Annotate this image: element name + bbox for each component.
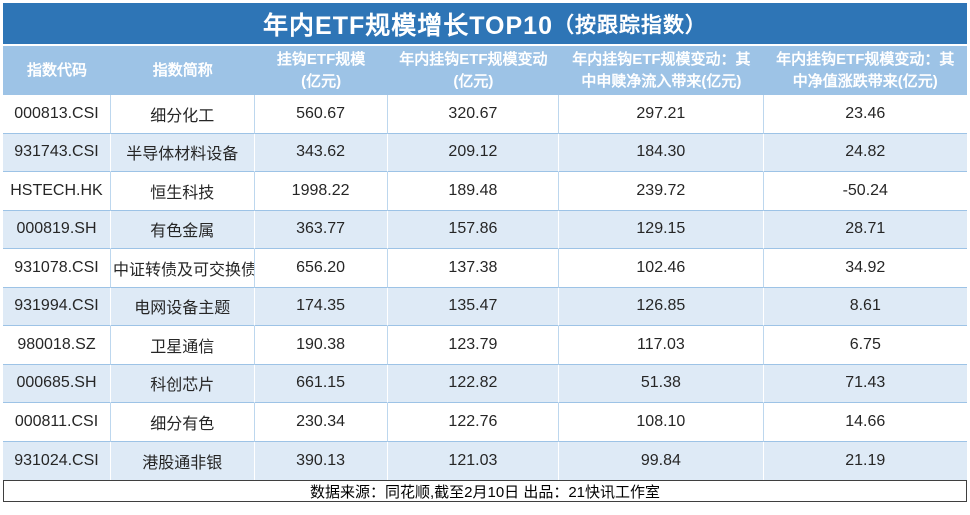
header-scale-change: 年内挂钩ETF规模变动 (亿元) [387, 46, 560, 95]
cell-etf-scale: 656.20 [254, 249, 388, 288]
cell-net-subscription: 126.85 [559, 287, 764, 326]
cell-scale-change: 122.76 [387, 403, 560, 442]
page-title: 年内ETF规模增长TOP10 [263, 11, 553, 40]
cell-net-subscription: 51.38 [559, 364, 764, 403]
cell-nav-change: 71.43 [763, 365, 967, 403]
table-row: 000685.SH 科创芯片 661.15 122.82 51.38 71.43 [3, 364, 967, 403]
cell-index-name: 卫星通信 [110, 326, 255, 365]
cell-nav-change: 6.75 [763, 326, 967, 365]
cell-net-subscription: 99.84 [559, 441, 764, 480]
cell-etf-scale: 174.35 [254, 287, 388, 326]
cell-net-subscription: 129.15 [559, 210, 764, 249]
header-index-code: 指数代码 [3, 46, 111, 95]
table-body: 000813.CSI 细分化工 560.67 320.67 297.21 23.… [3, 95, 967, 480]
cell-nav-change: 28.71 [763, 211, 967, 249]
cell-nav-change: 34.92 [763, 249, 967, 288]
cell-scale-change: 122.82 [387, 364, 560, 403]
cell-index-code: 931743.CSI [3, 133, 111, 172]
etf-growth-table-card: 年内ETF规模增长TOP10 （按跟踪指数） 指数代码 指数简称 挂钩ETF规模 … [3, 3, 967, 502]
cell-scale-change: 189.48 [387, 172, 560, 211]
cell-nav-change: 24.82 [763, 134, 967, 172]
cell-index-name: 恒生科技 [110, 172, 255, 211]
cell-etf-scale: 661.15 [254, 364, 388, 403]
cell-index-code: HSTECH.HK [3, 172, 111, 211]
table-row: 000811.CSI 细分有色 230.34 122.76 108.10 14.… [3, 403, 967, 442]
cell-net-subscription: 184.30 [559, 133, 764, 172]
cell-scale-change: 123.79 [387, 326, 560, 365]
table-row: 931743.CSI 半导体材料设备 343.62 209.12 184.30 … [3, 133, 967, 172]
cell-index-name: 半导体材料设备 [110, 133, 255, 172]
cell-scale-change: 209.12 [387, 133, 560, 172]
header-etf-scale: 挂钩ETF规模 (亿元) [254, 46, 388, 95]
cell-nav-change: 8.61 [763, 288, 967, 326]
header-index-name: 指数简称 [110, 46, 255, 95]
cell-nav-change: 14.66 [763, 403, 967, 442]
table-row: 931024.CSI 港股通非银 390.13 121.03 99.84 21.… [3, 441, 967, 480]
table-row: HSTECH.HK 恒生科技 1998.22 189.48 239.72 -50… [3, 172, 967, 211]
table-row: 980018.SZ 卫星通信 190.38 123.79 117.03 6.75 [3, 326, 967, 365]
cell-index-code: 931994.CSI [3, 287, 111, 326]
header-net-subscription: 年内挂钩ETF规模变动：其 中申赎净流入带来(亿元) [559, 46, 764, 95]
cell-nav-change: 23.46 [763, 95, 967, 134]
cell-scale-change: 135.47 [387, 287, 560, 326]
cell-index-name: 中证转债及可交换债 [110, 249, 255, 288]
cell-etf-scale: 230.34 [254, 403, 388, 442]
cell-index-name: 细分化工 [110, 95, 255, 134]
cell-index-name: 港股通非银 [111, 441, 255, 480]
cell-etf-scale: 343.62 [254, 133, 388, 172]
cell-nav-change: -50.24 [763, 172, 967, 211]
cell-net-subscription: 108.10 [559, 403, 764, 442]
cell-net-subscription: 297.21 [559, 95, 764, 134]
cell-scale-change: 320.67 [387, 95, 560, 134]
cell-scale-change: 137.38 [387, 249, 560, 288]
cell-index-code: 980018.SZ [3, 326, 111, 365]
cell-index-name: 科创芯片 [110, 364, 255, 403]
cell-net-subscription: 239.72 [559, 172, 764, 211]
table-row: 000813.CSI 细分化工 560.67 320.67 297.21 23.… [3, 95, 967, 134]
cell-scale-change: 121.03 [388, 441, 560, 480]
cell-index-code: 000819.SH [3, 210, 111, 249]
cell-index-code: 931024.CSI [3, 441, 111, 480]
etf-growth-table: 指数代码 指数简称 挂钩ETF规模 (亿元) 年内挂钩ETF规模变动 (亿元) … [3, 46, 967, 480]
cell-etf-scale: 1998.22 [254, 172, 388, 211]
cell-index-name: 电网设备主题 [110, 287, 255, 326]
footer-source-text: 数据来源：同花顺,截至2月10日 出品：21快讯工作室 [309, 483, 661, 501]
title-bar: 年内ETF规模增长TOP10 （按跟踪指数） [3, 3, 967, 44]
cell-net-subscription: 102.46 [559, 249, 764, 288]
page-title-suffix: （按跟踪指数） [552, 13, 707, 37]
table-header-row: 指数代码 指数简称 挂钩ETF规模 (亿元) 年内挂钩ETF规模变动 (亿元) … [3, 46, 967, 95]
cell-etf-scale: 190.38 [254, 326, 388, 365]
cell-index-code: 000813.CSI [3, 95, 111, 134]
table-row: 931994.CSI 电网设备主题 174.35 135.47 126.85 8… [3, 287, 967, 326]
cell-scale-change: 157.86 [387, 210, 560, 249]
cell-net-subscription: 117.03 [559, 326, 764, 365]
cell-nav-change: 21.19 [845, 451, 886, 469]
cell-index-code: 931078.CSI [3, 249, 111, 288]
cell-etf-scale: 390.13 [255, 441, 388, 480]
table-row: 931078.CSI 中证转债及可交换债 656.20 137.38 102.4… [3, 249, 967, 288]
table-row: 000819.SH 有色金属 363.77 157.86 129.15 28.7… [3, 210, 967, 249]
cell-index-code: 000811.CSI [3, 403, 111, 442]
cell-index-code: 000685.SH [3, 364, 111, 403]
footer-bar: 数据来源：同花顺,截至2月10日 出品：21快讯工作室 [3, 480, 967, 502]
cell-etf-scale: 560.67 [254, 95, 388, 134]
cell-etf-scale: 363.77 [254, 210, 388, 249]
cell-index-name: 有色金属 [110, 210, 255, 249]
header-nav-change: 年内挂钩ETF规模变动：其 中净值涨跌带来(亿元) [763, 46, 967, 95]
cell-index-name: 细分有色 [110, 403, 255, 442]
